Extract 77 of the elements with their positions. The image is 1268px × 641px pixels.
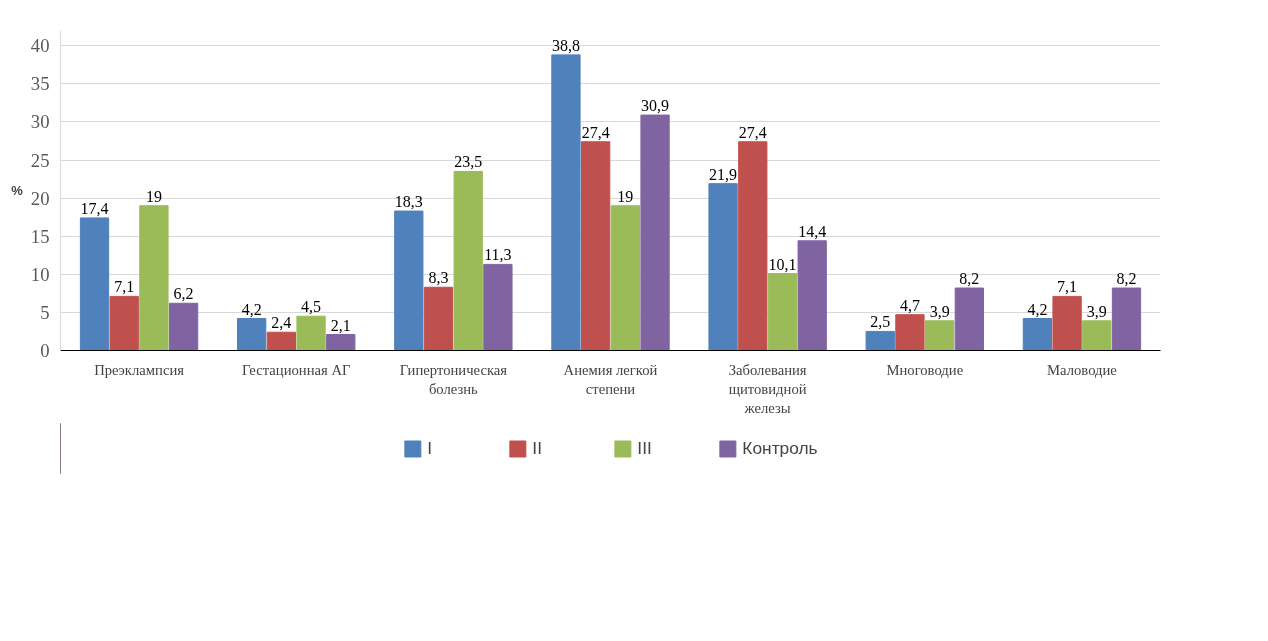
bar (1052, 295, 1082, 351)
data-label: 27,4 (581, 123, 610, 141)
data-label: 8,2 (959, 270, 980, 288)
data-label: 30,9 (641, 97, 670, 115)
data-label: 4,2 (1027, 300, 1048, 318)
y-tick-label: 25 (30, 149, 50, 171)
bar (423, 286, 454, 351)
y-axis-title: % (11, 183, 24, 198)
bar (168, 302, 199, 351)
data-label: 2,4 (271, 314, 292, 332)
data-label: 8,2 (1116, 270, 1137, 288)
y-tick-label: 40 (30, 35, 50, 57)
data-label: 2,5 (870, 313, 891, 331)
x-tick-label: Гипертоническая болезнь (399, 361, 508, 397)
x-tick-label: Маловодие (1047, 361, 1117, 378)
data-label: 8,3 (428, 269, 449, 287)
bar (640, 114, 670, 351)
x-tick-label: Преэклампсия (94, 361, 185, 378)
bar (266, 331, 297, 351)
bar (924, 320, 955, 351)
bar (296, 315, 326, 351)
bar (1082, 320, 1112, 351)
data-label: 3,9 (929, 302, 950, 320)
legend-label: I (427, 437, 434, 459)
y-tick-label: 10 (30, 263, 50, 285)
data-label: 18,3 (394, 193, 423, 211)
y-tick-label: 15 (30, 225, 50, 247)
x-tick-label: Анемия легкой степени (563, 361, 658, 397)
y-tick-label: 30 (30, 111, 50, 133)
y-tick-label: 5 (40, 301, 50, 323)
data-label: 7,1 (1057, 278, 1078, 296)
bar (1111, 287, 1142, 351)
bar (551, 54, 581, 351)
x-tick-label: Заболевания щитовидной железы (728, 361, 807, 416)
bar (708, 183, 738, 351)
data-label: 10,1 (768, 255, 797, 273)
legend-label: II (532, 437, 543, 459)
bar (610, 205, 640, 351)
bar (79, 217, 110, 351)
data-label: 14,4 (798, 222, 827, 240)
x-tick-label: Многоводие (886, 361, 964, 378)
data-label: 19 (145, 187, 162, 205)
y-tick-label: 0 (40, 340, 50, 361)
data-label: 7,1 (114, 278, 135, 296)
data-label: 38,8 (551, 36, 580, 54)
data-label: 2,1 (330, 316, 351, 334)
bar (109, 295, 139, 351)
legend-label: Контроль (742, 437, 818, 459)
bar (738, 141, 768, 351)
bar (954, 287, 984, 351)
legend-label: III (637, 437, 653, 459)
data-label: 4,7 (899, 296, 920, 314)
data-label: 3,9 (1086, 302, 1107, 320)
bar (1022, 318, 1053, 351)
bar (895, 314, 925, 351)
x-tick-label: Гестационная АГ (241, 361, 351, 378)
data-label: 4,2 (241, 300, 262, 318)
bar (139, 205, 169, 351)
bar (237, 318, 267, 351)
y-tick-label: 20 (30, 187, 50, 209)
data-label: 23,5 (454, 153, 483, 171)
data-label: 6,2 (173, 285, 194, 303)
bar (394, 210, 424, 351)
data-label: 21,9 (709, 165, 738, 183)
bar (797, 240, 827, 351)
data-label: 19 (617, 187, 634, 205)
data-label: 11,3 (484, 246, 512, 264)
bar (865, 330, 895, 351)
bar (767, 273, 798, 351)
bar (453, 170, 483, 351)
data-label: 17,4 (80, 199, 109, 217)
y-tick-label: 35 (30, 73, 50, 95)
bar (326, 334, 356, 351)
bar (483, 263, 513, 351)
data-label: 4,5 (301, 298, 322, 316)
data-label: 27,4 (738, 123, 767, 141)
bar (581, 141, 611, 351)
